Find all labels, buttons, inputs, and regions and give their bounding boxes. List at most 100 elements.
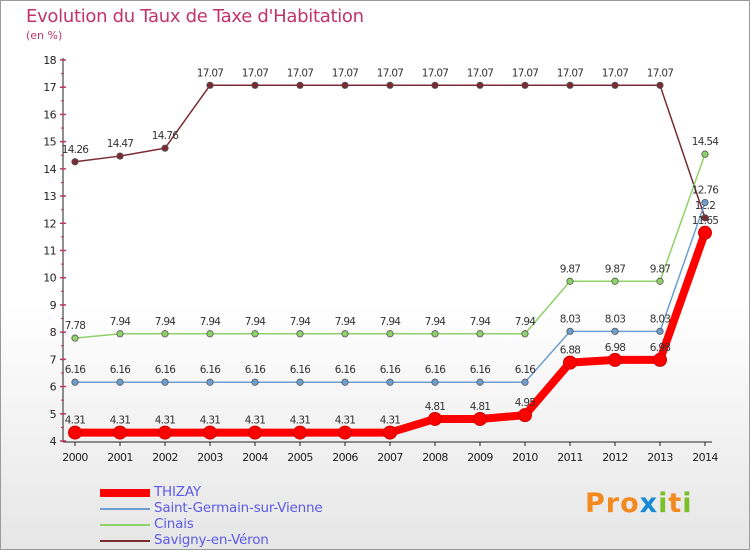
point-cinais-2013	[656, 277, 664, 285]
point-thizay-2001	[113, 425, 127, 440]
data-label-thizay-2006: 4.31	[335, 415, 356, 427]
data-label-cinais-2004: 7.94	[245, 316, 267, 328]
data-label-thizay-2010: 4.95	[515, 397, 536, 409]
chart-unit: (en %)	[26, 29, 63, 42]
data-label-cinais-2001: 7.94	[110, 316, 132, 328]
point-cinais-2012	[611, 277, 619, 285]
data-label-saint-germain-sur-vienne-2007: 6.16	[380, 364, 402, 376]
y-tick-label-16: 16	[43, 108, 56, 121]
point-cinais-2000	[71, 334, 79, 342]
point-saint-germain-sur-vienne-2001	[116, 378, 124, 386]
point-cinais-2003	[206, 330, 214, 338]
point-saint-germain-sur-vienne-2011	[566, 327, 574, 335]
point-cinais-2010	[521, 330, 529, 338]
data-label-savigny-en-veron-2009: 17.07	[467, 67, 494, 79]
point-thizay-2014	[698, 225, 712, 240]
x-tick-label-2000: 2000	[62, 451, 88, 464]
point-savigny-en-veron-2005	[296, 81, 304, 89]
data-label-saint-germain-sur-vienne-2014: 12.76	[692, 185, 720, 197]
data-label-thizay-2002: 4.31	[155, 415, 176, 427]
data-label-saint-germain-sur-vienne-2005: 6.16	[290, 364, 312, 376]
x-tick-label-2001: 2001	[107, 451, 133, 464]
point-savigny-en-veron-2014	[701, 214, 709, 222]
x-tick-label-2008: 2008	[422, 451, 448, 464]
data-label-saint-germain-sur-vienne-2008: 6.16	[425, 364, 447, 376]
x-tick-label-2005: 2005	[287, 451, 313, 464]
data-label-saint-germain-sur-vienne-2006: 6.16	[335, 364, 357, 376]
data-label-saint-germain-sur-vienne-2009: 6.16	[470, 364, 492, 376]
data-label-cinais-2005: 7.94	[290, 316, 312, 328]
point-saint-germain-sur-vienne-2003	[206, 378, 214, 386]
point-cinais-2004	[251, 330, 259, 338]
point-thizay-2009	[473, 411, 487, 426]
point-saint-germain-sur-vienne-2006	[341, 378, 349, 386]
logo-part-x: x	[639, 488, 659, 519]
legend-label-cinais: Cinais	[154, 516, 194, 532]
data-label-cinais-2014: 14.54	[692, 136, 720, 148]
point-savigny-en-veron-2013	[656, 81, 664, 89]
y-tick-label-10: 10	[43, 272, 56, 285]
data-label-saint-germain-sur-vienne-2012: 8.03	[605, 313, 626, 325]
x-tick-label-2006: 2006	[332, 451, 358, 464]
point-savigny-en-veron-2010	[521, 81, 529, 89]
point-thizay-2002	[158, 425, 172, 440]
point-savigny-en-veron-2000	[71, 158, 79, 166]
point-thizay-2006	[338, 425, 352, 440]
data-label-thizay-2003: 4.31	[200, 415, 221, 427]
data-label-cinais-2003: 7.94	[200, 316, 222, 328]
point-cinais-2007	[386, 330, 394, 338]
data-label-savigny-en-veron-2008: 17.07	[422, 67, 449, 79]
x-tick-label-2011: 2011	[557, 451, 583, 464]
legend-label-saint-germain: Saint-Germain-sur-Vienne	[154, 500, 323, 516]
point-thizay-2005	[293, 425, 307, 440]
y-tick-label-7: 7	[50, 353, 57, 366]
x-tick-label-2003: 2003	[197, 451, 223, 464]
legend-label-thizay: THIZAY	[154, 484, 201, 500]
data-label-thizay-2013: 6.98	[650, 342, 671, 354]
x-tick-label-2010: 2010	[512, 451, 538, 464]
data-label-savigny-en-veron-2002: 14.76	[152, 130, 180, 142]
point-savigny-en-veron-2001	[116, 152, 124, 160]
data-label-savigny-en-veron-2013: 17.07	[647, 67, 674, 79]
point-cinais-2006	[341, 330, 349, 338]
y-tick-label-6: 6	[50, 381, 57, 394]
point-thizay-2010	[518, 408, 532, 423]
y-tick-label-11: 11	[43, 245, 56, 258]
point-saint-germain-sur-vienne-2009	[476, 378, 484, 386]
data-label-cinais-2000: 7.78	[65, 320, 86, 332]
data-label-thizay-2005: 4.31	[290, 415, 311, 427]
legend-item-thizay: THIZAY	[100, 484, 400, 501]
y-tick-label-12: 12	[43, 217, 56, 230]
y-tick-label-9: 9	[50, 299, 57, 312]
y-tick-label-18: 18	[43, 54, 56, 67]
data-label-cinais-2007: 7.94	[380, 316, 402, 328]
point-saint-germain-sur-vienne-2007	[386, 378, 394, 386]
x-tick-label-2009: 2009	[467, 451, 493, 464]
data-label-thizay-2011: 6.88	[560, 345, 581, 357]
x-tick-label-2002: 2002	[152, 451, 178, 464]
y-tick-label-14: 14	[43, 163, 56, 176]
data-label-savigny-en-veron-2003: 17.07	[197, 67, 224, 79]
data-label-saint-germain-sur-vienne-2001: 6.16	[110, 364, 132, 376]
data-label-thizay-2008: 4.81	[425, 401, 446, 413]
data-label-thizay-2000: 4.31	[65, 415, 86, 427]
chart-title: Evolution du Taux de Taxe d'Habitation	[26, 6, 364, 27]
point-saint-germain-sur-vienne-2005	[296, 378, 304, 386]
data-label-cinais-2013: 9.87	[650, 263, 671, 275]
data-label-cinais-2002: 7.94	[155, 316, 177, 328]
point-thizay-2003	[203, 425, 217, 440]
logo-part-pro: Pro	[585, 488, 640, 519]
logo-part-i: i	[658, 488, 669, 519]
data-label-saint-germain-sur-vienne-2004: 6.16	[245, 364, 267, 376]
data-label-thizay-2009: 4.81	[470, 401, 491, 413]
y-tick-label-15: 15	[43, 136, 56, 149]
data-label-cinais-2012: 9.87	[605, 263, 626, 275]
data-label-thizay-2014: 11.65	[692, 215, 719, 227]
data-label-cinais-2006: 7.94	[335, 316, 357, 328]
data-label-cinais-2011: 9.87	[560, 263, 581, 275]
legend-item-savigny: Savigny-en-Véron	[100, 532, 400, 549]
data-label-saint-germain-sur-vienne-2000: 6.16	[65, 364, 87, 376]
data-label-savigny-en-veron-2004: 17.07	[242, 67, 269, 79]
x-tick-label-2004: 2004	[242, 451, 268, 464]
point-thizay-2012	[608, 352, 622, 367]
